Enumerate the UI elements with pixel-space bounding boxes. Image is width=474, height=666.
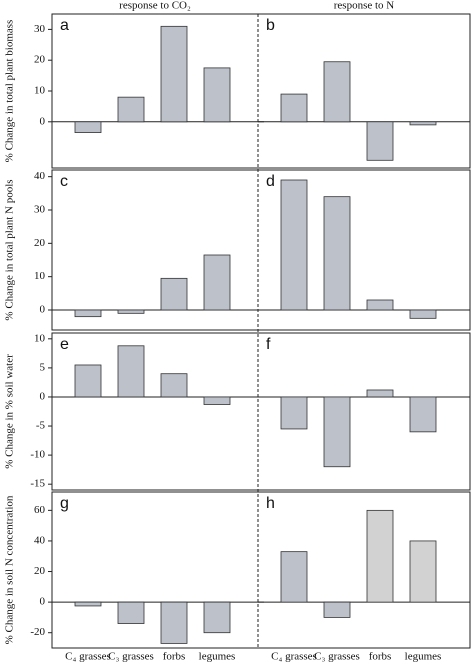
y-tick-label: 10 xyxy=(34,332,46,344)
x-tick-label: legumes xyxy=(199,651,236,663)
panel-label: h xyxy=(266,495,275,512)
bar xyxy=(366,389,394,398)
y-tick-label: 40 xyxy=(34,534,46,546)
bar xyxy=(280,551,308,603)
bar xyxy=(323,601,351,618)
bar xyxy=(117,345,145,398)
bar xyxy=(117,601,145,624)
y-tick-label: -20 xyxy=(30,626,45,638)
bar xyxy=(366,121,394,161)
bar xyxy=(74,364,102,398)
panel-label: f xyxy=(266,336,271,353)
bar xyxy=(409,121,437,126)
bar xyxy=(280,93,308,123)
bar xyxy=(160,277,188,311)
bar xyxy=(203,601,231,634)
bar xyxy=(409,540,437,603)
y-tick-label: 0 xyxy=(40,115,46,127)
bar xyxy=(280,396,308,430)
bar xyxy=(203,254,231,311)
bar xyxy=(323,61,351,123)
panel-label: a xyxy=(60,17,69,34)
bar xyxy=(366,299,394,311)
y-tick-label: -15 xyxy=(30,478,45,490)
y-tick-label: 0 xyxy=(40,304,46,316)
y-tick-label: 10 xyxy=(34,85,46,97)
bar xyxy=(117,96,145,123)
x-tick-label: forbs xyxy=(369,651,392,663)
row-frame xyxy=(51,332,471,491)
panel-label: e xyxy=(60,336,69,353)
x-tick-label: legumes xyxy=(405,651,442,663)
bar xyxy=(160,601,188,644)
y-tick-label: -10 xyxy=(30,449,45,461)
y-axis-label: % Change in total plant N pools xyxy=(4,179,16,320)
y-axis-label: % Change in total plant biomass xyxy=(4,20,16,163)
y-tick-label: 60 xyxy=(34,504,46,516)
y-tick-label: 10 xyxy=(34,270,46,282)
y-tick-label: 5 xyxy=(40,361,46,373)
bar xyxy=(160,25,188,123)
y-tick-label: -5 xyxy=(36,420,46,432)
y-tick-label: 20 xyxy=(34,237,46,249)
y-tick-label: 20 xyxy=(34,565,46,577)
y-tick-label: 30 xyxy=(34,204,46,216)
bar xyxy=(203,67,231,123)
column-title: response to N xyxy=(334,0,395,12)
bar xyxy=(74,601,102,607)
bar xyxy=(160,373,188,398)
x-tick-label: C₄ grasses xyxy=(271,651,317,663)
y-tick-label: 0 xyxy=(40,390,46,402)
x-tick-label: C₄ grasses xyxy=(65,651,111,663)
x-tick-label: C₃ grasses xyxy=(314,651,360,663)
bar xyxy=(323,396,351,468)
y-tick-label: 20 xyxy=(34,54,46,66)
panel-label: g xyxy=(60,495,69,512)
bar xyxy=(117,309,145,314)
bar xyxy=(323,196,351,311)
panel-label: c xyxy=(60,173,68,190)
bar xyxy=(409,396,437,433)
bar xyxy=(280,179,308,311)
panel-label: b xyxy=(266,17,275,34)
y-axis-label: % Change in % soil water xyxy=(4,354,16,469)
y-axis-label: % Change in soil N concentration xyxy=(4,495,16,644)
y-tick-label: 30 xyxy=(34,23,46,35)
bar xyxy=(409,309,437,319)
column-title: response to CO₂ xyxy=(119,0,191,12)
y-tick-label: 0 xyxy=(40,596,46,608)
y-tick-label: 40 xyxy=(34,170,46,182)
row-frame xyxy=(51,169,471,331)
bar xyxy=(74,121,102,133)
row-frame xyxy=(51,13,471,169)
x-tick-label: forbs xyxy=(163,651,186,663)
bar xyxy=(203,396,231,405)
panel-label: d xyxy=(266,173,275,190)
row-frame xyxy=(51,491,471,649)
bar xyxy=(366,509,394,603)
bar xyxy=(74,309,102,318)
x-tick-label: C₃ grasses xyxy=(108,651,154,663)
